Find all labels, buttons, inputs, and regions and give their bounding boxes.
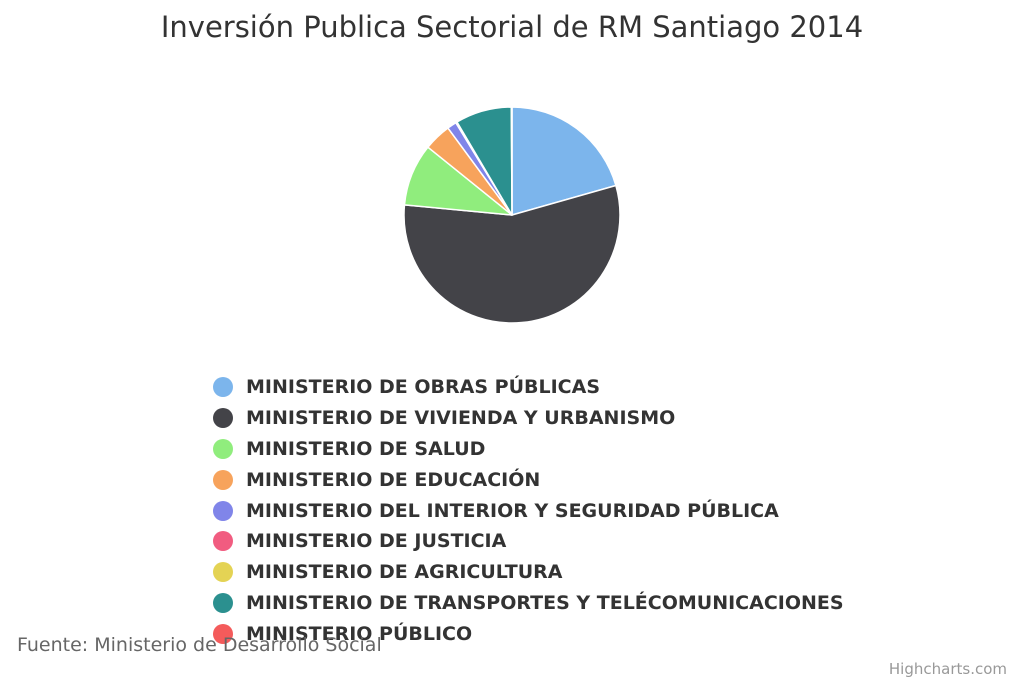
legend-item[interactable]: MINISTERIO DE OBRAS PÚBLICAS	[213, 372, 844, 403]
pie-slice[interactable]	[510, 106, 513, 216]
legend-item[interactable]: MINISTERIO DE AGRICULTURA	[213, 557, 844, 588]
pie-slice[interactable]	[403, 184, 621, 324]
legend-item[interactable]: MINISTERIO DE SALUD	[213, 434, 844, 465]
legend-swatch	[213, 377, 233, 398]
legend-label: MINISTERIO PÚBLICO	[246, 622, 473, 645]
legend-item[interactable]: MINISTERIO DE VIVIENDA Y URBANISMO	[213, 403, 844, 434]
chart-legend: MINISTERIO DE OBRAS PÚBLICAS MINISTERIO D…	[213, 372, 844, 649]
legend-label: MINISTERIO DE JUSTICIA	[246, 530, 507, 553]
pie-slice[interactable]	[511, 106, 617, 216]
source-note: Fuente: Ministerio de Desarrollo Social	[17, 634, 382, 656]
legend-label: MINISTERIO DE AGRICULTURA	[246, 561, 563, 584]
legend-swatch	[213, 562, 233, 583]
legend-label: MINISTERIO DEL INTERIOR Y SEGURIDAD PÚBL…	[246, 499, 779, 522]
legend-swatch	[213, 531, 233, 552]
legend-item[interactable]: MINISTERIO DEL INTERIOR Y SEGURIDAD PÚBL…	[213, 495, 844, 526]
legend-swatch	[213, 592, 233, 613]
legend-item[interactable]: MINISTERIO DE EDUCACIÓN	[213, 464, 844, 495]
legend-item[interactable]: MINISTERIO PÚBLICO	[213, 618, 844, 649]
legend-item[interactable]: MINISTERIO DE TRANSPORTES Y TELÉCOMUNICA…	[213, 588, 844, 619]
legend-label: MINISTERIO DE SALUD	[246, 437, 486, 460]
legend-item[interactable]: MINISTERIO DE JUSTICIA	[213, 526, 844, 557]
legend-label: MINISTERIO DE OBRAS PÚBLICAS	[246, 376, 601, 399]
credits-link[interactable]: Highcharts.com	[888, 660, 1007, 678]
chart-title: Inversión Publica Sectorial de RM Santia…	[160, 10, 864, 44]
legend-label: MINISTERIO DE EDUCACIÓN	[246, 468, 541, 491]
legend-swatch	[213, 500, 233, 521]
legend-label: MINISTERIO DE TRANSPORTES Y TELÉCOMUNICA…	[246, 591, 844, 614]
legend-swatch	[213, 438, 233, 459]
legend-swatch	[213, 469, 233, 490]
legend-swatch	[213, 408, 233, 429]
legend-label: MINISTERIO DE VIVIENDA Y URBANISMO	[246, 407, 676, 430]
legend-swatch	[213, 623, 233, 644]
